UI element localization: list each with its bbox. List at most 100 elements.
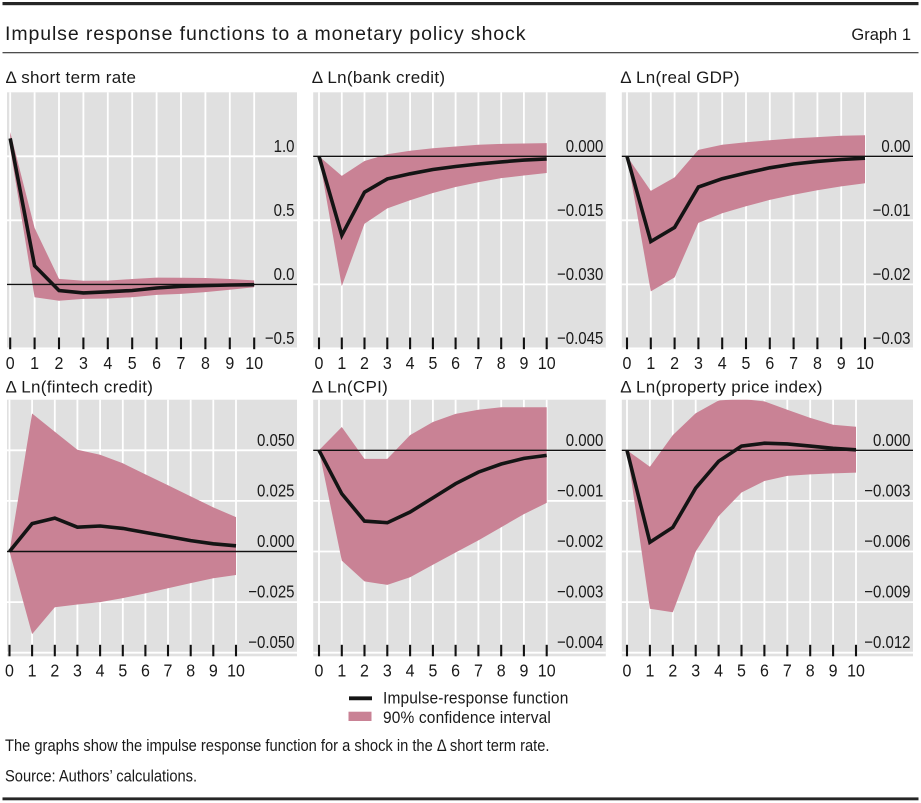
svg-text:1: 1 (337, 661, 346, 681)
svg-text:1: 1 (645, 661, 654, 681)
svg-text:Impulse response functions to: Impulse response functions to a monetary… (5, 23, 526, 45)
svg-text:5: 5 (128, 353, 137, 373)
svg-text:1: 1 (337, 353, 346, 373)
svg-text:3: 3 (691, 661, 700, 681)
svg-text:−0.01: −0.01 (873, 201, 911, 220)
svg-text:4: 4 (103, 353, 112, 373)
svg-text:8: 8 (497, 661, 506, 681)
svg-text:6: 6 (152, 353, 161, 373)
svg-text:1: 1 (30, 353, 39, 373)
svg-text:8: 8 (806, 661, 815, 681)
svg-text:2: 2 (670, 353, 679, 373)
svg-text:4: 4 (96, 661, 105, 681)
svg-text:4: 4 (406, 661, 415, 681)
svg-text:2: 2 (668, 661, 677, 681)
svg-text:8: 8 (497, 353, 506, 373)
svg-text:4: 4 (406, 353, 415, 373)
svg-text:90% confidence interval: 90% confidence interval (383, 708, 551, 727)
svg-text:8: 8 (813, 353, 822, 373)
svg-text:7: 7 (789, 353, 798, 373)
svg-text:0: 0 (6, 353, 15, 373)
svg-text:6: 6 (451, 661, 460, 681)
svg-text:0: 0 (315, 661, 324, 681)
svg-text:3: 3 (73, 661, 82, 681)
svg-text:5: 5 (742, 353, 751, 373)
svg-text:7: 7 (177, 353, 186, 373)
svg-text:2: 2 (360, 353, 369, 373)
svg-text:6: 6 (451, 353, 460, 373)
svg-text:8: 8 (201, 353, 210, 373)
svg-text:3: 3 (79, 353, 88, 373)
svg-text:0: 0 (315, 353, 324, 373)
svg-text:0: 0 (623, 353, 632, 373)
svg-text:Impulse-response function: Impulse-response function (383, 689, 568, 708)
svg-text:6: 6 (765, 353, 774, 373)
svg-text:7: 7 (164, 661, 173, 681)
svg-text:1: 1 (28, 661, 37, 681)
svg-text:1: 1 (646, 353, 655, 373)
svg-text:−0.015: −0.015 (557, 201, 603, 220)
svg-text:0.0: 0.0 (274, 265, 295, 284)
svg-text:9: 9 (519, 661, 528, 681)
svg-text:Source: Authors’ calculations.: Source: Authors’ calculations. (5, 768, 197, 786)
svg-text:5: 5 (118, 661, 127, 681)
svg-text:3: 3 (383, 353, 392, 373)
svg-text:9: 9 (225, 353, 234, 373)
svg-text:−0.003: −0.003 (864, 481, 910, 500)
svg-text:−0.002: −0.002 (557, 532, 603, 551)
svg-text:−0.025: −0.025 (248, 582, 294, 601)
svg-text:0: 0 (5, 661, 14, 681)
svg-text:2: 2 (360, 661, 369, 681)
svg-text:7: 7 (783, 661, 792, 681)
svg-text:9: 9 (209, 661, 218, 681)
svg-text:10: 10 (847, 661, 865, 681)
svg-text:−0.03: −0.03 (873, 329, 911, 348)
svg-text:10: 10 (856, 353, 874, 373)
svg-text:The graphs show the impulse re: The graphs show the impulse response fun… (5, 737, 549, 755)
svg-text:0.025: 0.025 (257, 481, 295, 500)
svg-text:0.050: 0.050 (257, 431, 295, 450)
svg-text:4: 4 (718, 353, 727, 373)
svg-text:9: 9 (837, 353, 846, 373)
svg-text:0.000: 0.000 (566, 431, 604, 450)
svg-text:4: 4 (714, 661, 723, 681)
svg-text:7: 7 (474, 661, 483, 681)
svg-text:−0.003: −0.003 (557, 582, 603, 601)
svg-text:3: 3 (694, 353, 703, 373)
svg-text:−0.045: −0.045 (557, 329, 603, 348)
svg-text:Δ Ln(property price index): Δ Ln(property price index) (620, 378, 822, 397)
svg-text:Δ Ln(bank credit): Δ Ln(bank credit) (312, 68, 446, 87)
svg-text:Δ short term rate: Δ short term rate (6, 68, 137, 87)
svg-text:10: 10 (538, 353, 556, 373)
svg-text:Δ Ln(CPI): Δ Ln(CPI) (312, 378, 388, 397)
svg-text:−0.001: −0.001 (557, 481, 603, 500)
svg-text:10: 10 (538, 661, 556, 681)
svg-text:−0.006: −0.006 (864, 532, 910, 551)
svg-text:6: 6 (760, 661, 769, 681)
svg-text:5: 5 (428, 353, 437, 373)
svg-text:−0.02: −0.02 (873, 265, 911, 284)
svg-text:0.00: 0.00 (881, 137, 910, 156)
svg-text:−0.012: −0.012 (864, 633, 910, 652)
svg-text:0.000: 0.000 (873, 431, 911, 450)
svg-text:−0.050: −0.050 (248, 633, 294, 652)
svg-text:10: 10 (227, 661, 245, 681)
svg-text:−0.030: −0.030 (557, 265, 603, 284)
svg-text:2: 2 (55, 353, 64, 373)
svg-text:6: 6 (141, 661, 150, 681)
svg-text:7: 7 (474, 353, 483, 373)
svg-text:Δ Ln(real GDP): Δ Ln(real GDP) (620, 68, 739, 87)
svg-text:−0.5: −0.5 (265, 329, 295, 348)
svg-text:−0.004: −0.004 (557, 633, 603, 652)
svg-text:0.000: 0.000 (257, 532, 295, 551)
svg-text:2: 2 (50, 661, 59, 681)
svg-text:0.5: 0.5 (274, 201, 295, 220)
svg-text:Graph 1: Graph 1 (851, 26, 911, 44)
svg-text:−0.009: −0.009 (864, 582, 910, 601)
svg-text:0.000: 0.000 (566, 137, 604, 156)
svg-text:5: 5 (737, 661, 746, 681)
svg-text:Δ Ln(fintech credit): Δ Ln(fintech credit) (6, 378, 154, 397)
svg-text:9: 9 (829, 661, 838, 681)
svg-text:1.0: 1.0 (274, 137, 295, 156)
svg-text:3: 3 (383, 661, 392, 681)
